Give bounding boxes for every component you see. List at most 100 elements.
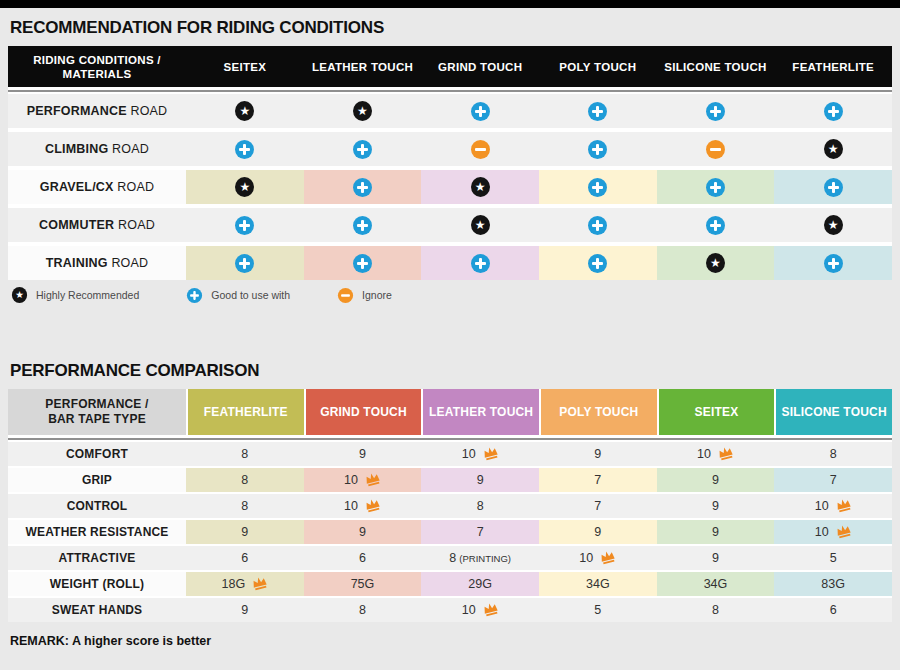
column-header-poly-touch: POLY TOUCH — [539, 60, 657, 74]
ignore-minus-icon — [706, 140, 725, 159]
riding-condition-row-training: TRAINING ROAD★ — [8, 246, 892, 280]
score-cell: 8 — [186, 442, 304, 466]
score-cell: 9 — [304, 520, 422, 544]
score-cell: 9 — [421, 468, 539, 492]
recommendation-cell — [186, 246, 304, 280]
good-to-use-plus-icon — [588, 140, 607, 159]
score-cell: 7 — [539, 494, 657, 518]
row-label: CLIMBING ROAD — [45, 142, 149, 156]
score-value: 29G — [468, 577, 492, 591]
row-label: TRAINING ROAD — [46, 256, 149, 270]
best-score-crown-icon — [833, 496, 853, 514]
column-header-silicone-touch: SILICONE TOUCH — [657, 60, 775, 74]
score-cell: 7 — [774, 468, 892, 492]
recommendation-cell — [774, 170, 892, 204]
score-value: 9 — [241, 603, 248, 617]
highly-recommended-star-icon: ★ — [12, 287, 27, 303]
best-score-crown-icon — [715, 444, 735, 462]
score-cell: 9 — [539, 520, 657, 544]
recommendation-cell — [186, 208, 304, 242]
score-value: 10 — [344, 473, 358, 487]
best-score-crown-icon — [833, 522, 853, 540]
content-area: RECOMMENDATION FOR RIDING CONDITIONS RID… — [0, 17, 900, 648]
recommendation-cell — [657, 170, 775, 204]
recommendation-cell: ★ — [186, 170, 304, 204]
score-cell: 75G — [304, 572, 422, 596]
best-score-crown-icon — [480, 600, 500, 618]
recommendation-cell — [539, 208, 657, 242]
score-value: 6 — [241, 551, 248, 565]
score-cell: 10 — [304, 494, 422, 518]
score-cell: 10 — [421, 442, 539, 466]
good-to-use-plus-icon — [353, 140, 372, 159]
score-value: 8 — [359, 603, 366, 617]
recommendation-cell — [774, 94, 892, 128]
good-to-use-plus-icon — [588, 254, 607, 273]
score-cell: 9 — [657, 494, 775, 518]
good-to-use-plus-icon — [588, 178, 607, 197]
recommendation-cell — [539, 132, 657, 166]
good-to-use-plus-icon — [706, 178, 725, 197]
score-value: 8 — [449, 551, 456, 565]
row-label: COMMUTER ROAD — [39, 218, 155, 232]
row-label-cell: SWEAT HANDS — [8, 598, 186, 622]
legend-item-good-to-use-with: Good to use with — [185, 286, 290, 305]
performance-row-attractive: ATTRACTIVE668(PRINTING)1095 — [8, 546, 892, 570]
row-label-cell: GRIP — [8, 468, 186, 492]
recommendation-cell: ★ — [304, 94, 422, 128]
score-value: 9 — [712, 499, 719, 513]
score-cell: 34G — [539, 572, 657, 596]
icon-legend: ★Highly RecommendedGood to use withIgnor… — [10, 286, 890, 304]
score-value: 9 — [477, 473, 484, 487]
recommendation-cell — [539, 94, 657, 128]
highly-recommended-star-icon: ★ — [824, 215, 843, 235]
good-to-use-plus-icon — [588, 216, 607, 235]
highly-recommended-star-icon: ★ — [235, 101, 254, 121]
riding-condition-row-performance: PERFORMANCE ROAD★★ — [8, 94, 892, 128]
score-cell: 10 — [774, 494, 892, 518]
recommendation-cell: ★ — [774, 132, 892, 166]
score-cell: 34G — [657, 572, 775, 596]
score-value: 34G — [704, 577, 728, 591]
score-cell: 7 — [421, 520, 539, 544]
recommendation-cell: ★ — [421, 208, 539, 242]
recommendation-cell — [304, 170, 422, 204]
score-cell: 8 — [186, 468, 304, 492]
ignore-minus-icon — [338, 287, 353, 302]
highly-recommended-star-icon: ★ — [471, 177, 490, 197]
good-to-use-plus-icon — [471, 102, 490, 121]
column-header-poly-touch: POLY TOUCH — [539, 389, 657, 435]
good-to-use-plus-icon — [235, 140, 254, 159]
riding-conditions-title: RECOMMENDATION FOR RIDING CONDITIONS — [10, 17, 890, 38]
score-cell: 6 — [774, 598, 892, 622]
row-label-cell: GRAVEL/CX ROAD — [8, 170, 186, 204]
header-divider — [8, 435, 892, 442]
recommendation-cell: ★ — [421, 170, 539, 204]
page: RECOMMENDATION FOR RIDING CONDITIONS RID… — [0, 0, 900, 648]
performance-header-label: PERFORMANCE /BAR TAPE TYPE — [8, 389, 186, 435]
highly-recommended-star-icon: ★ — [353, 101, 372, 121]
recommendation-cell — [186, 132, 304, 166]
performance-row-weather-resistance: WEATHER RESISTANCE9979910 — [8, 520, 892, 544]
score-value: 9 — [594, 447, 601, 461]
riding-condition-row-climbing: CLIMBING ROAD ★ — [8, 132, 892, 166]
score-value: 75G — [351, 577, 375, 591]
performance-comparison-title: PERFORMANCE COMPARISON — [10, 360, 890, 381]
recommendation-cell — [657, 132, 775, 166]
good-to-use-plus-icon — [187, 287, 202, 302]
recommendation-cell — [421, 94, 539, 128]
good-to-use-plus-icon — [706, 216, 725, 235]
good-to-use-plus-icon — [235, 216, 254, 235]
header-divider — [8, 87, 892, 94]
score-value: 10 — [462, 603, 476, 617]
score-cell: 10 — [657, 442, 775, 466]
score-cell: 29G — [421, 572, 539, 596]
highly-recommended-star-icon: ★ — [471, 215, 490, 235]
score-cell: 7 — [539, 468, 657, 492]
column-header-featherlite: FEATHERLITE — [186, 389, 304, 435]
score-value: 8 — [477, 499, 484, 513]
performance-row-grip: GRIP8109797 — [8, 468, 892, 492]
recommendation-cell — [657, 208, 775, 242]
score-cell: 6 — [304, 546, 422, 570]
legend-label: Good to use with — [211, 289, 290, 301]
